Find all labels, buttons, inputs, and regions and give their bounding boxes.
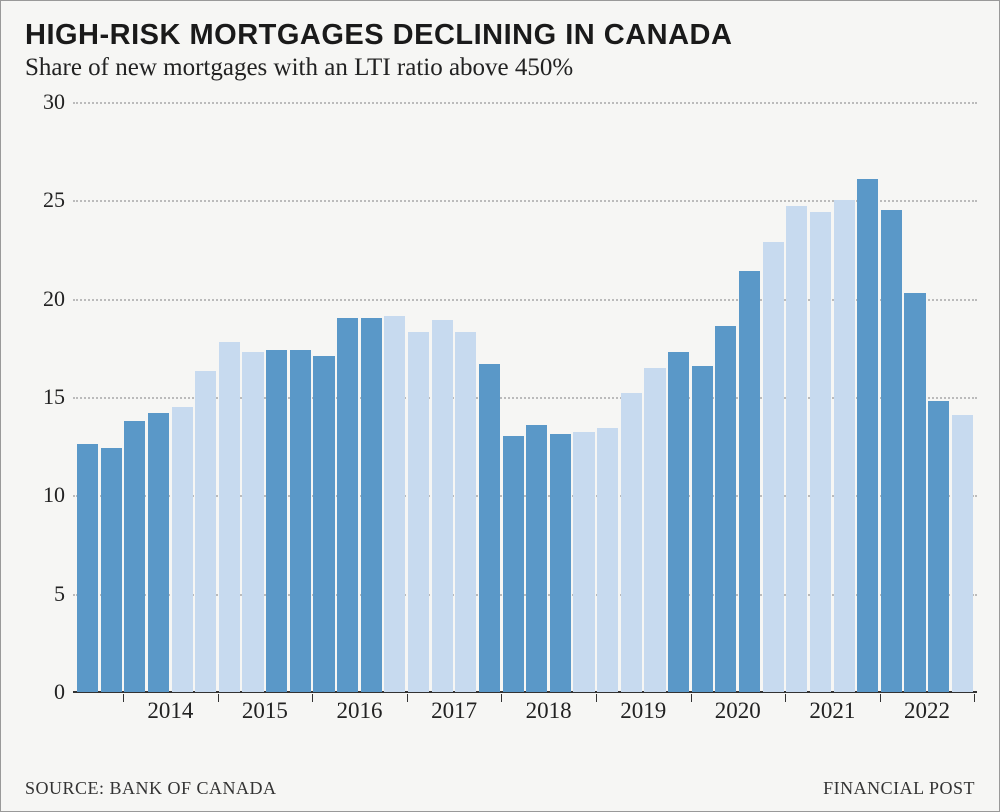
bar (857, 179, 878, 692)
bar (172, 407, 193, 692)
bar (503, 436, 524, 692)
x-tick (596, 694, 597, 702)
x-tick (218, 694, 219, 702)
bar (101, 448, 122, 692)
chart-container: HIGH-RISK MORTGAGES DECLINING IN CANADA … (0, 0, 1000, 812)
x-tick (785, 694, 786, 702)
bar (124, 421, 145, 692)
bar (928, 401, 949, 692)
y-axis-label: 20 (25, 286, 65, 312)
x-axis-year-label: 2017 (431, 698, 477, 724)
bar (786, 206, 807, 692)
bar (77, 444, 98, 692)
bar (242, 352, 263, 692)
x-tick (407, 694, 408, 702)
y-axis-label: 30 (25, 89, 65, 115)
bar (597, 428, 618, 692)
bar (195, 371, 216, 692)
bar (455, 332, 476, 692)
bar (219, 342, 240, 692)
x-axis: 2014 2015 2016 2017 2018 2019 2020 2021 2022 (73, 694, 977, 730)
bar (384, 316, 405, 692)
bar (337, 318, 358, 692)
chart-footer: SOURCE: BANK OF CANADA FINANCIAL POST (25, 778, 975, 799)
x-axis-year-label: 2018 (526, 698, 572, 724)
bar (668, 352, 689, 692)
x-tick (123, 694, 124, 702)
source-label: SOURCE: BANK OF CANADA (25, 778, 277, 799)
x-tick (501, 694, 502, 702)
y-axis-label: 5 (25, 581, 65, 607)
bar (644, 368, 665, 693)
bar (573, 432, 594, 692)
bar (834, 200, 855, 692)
bar (715, 326, 736, 692)
y-axis-label: 15 (25, 384, 65, 410)
x-axis-year-label: 2019 (620, 698, 666, 724)
y-axis-label: 25 (25, 187, 65, 213)
bar (408, 332, 429, 692)
x-axis-year-label: 2016 (336, 698, 382, 724)
y-axis-label: 10 (25, 482, 65, 508)
bar (290, 350, 311, 692)
x-axis-year-label: 2015 (242, 698, 288, 724)
chart-area: 201420152016201720182019202020212022 051… (25, 92, 977, 732)
bar (526, 425, 547, 692)
bars-group (73, 102, 977, 692)
x-axis-year-label: 2021 (809, 698, 855, 724)
chart-title: HIGH-RISK MORTGAGES DECLINING IN CANADA (25, 19, 975, 52)
bar (479, 364, 500, 692)
bar (763, 242, 784, 692)
x-axis-year-label: 2020 (715, 698, 761, 724)
bar (810, 212, 831, 692)
bar (550, 434, 571, 692)
bar (313, 356, 334, 692)
bar (881, 210, 902, 692)
y-axis-label: 0 (25, 679, 65, 705)
bar (739, 271, 760, 692)
x-axis-year-label: 2014 (147, 698, 193, 724)
bar (621, 393, 642, 692)
x-tick (312, 694, 313, 702)
x-tick (691, 694, 692, 702)
x-axis-year-label: 2022 (904, 698, 950, 724)
bar (904, 293, 925, 692)
bar (432, 320, 453, 692)
bar (692, 366, 713, 692)
chart-subtitle: Share of new mortgages with an LTI ratio… (25, 54, 975, 82)
x-tick (974, 694, 975, 702)
bar (266, 350, 287, 692)
bar (952, 415, 973, 692)
bar (148, 413, 169, 692)
brand-label: FINANCIAL POST (823, 778, 975, 799)
x-tick (880, 694, 881, 702)
bar (361, 318, 382, 692)
